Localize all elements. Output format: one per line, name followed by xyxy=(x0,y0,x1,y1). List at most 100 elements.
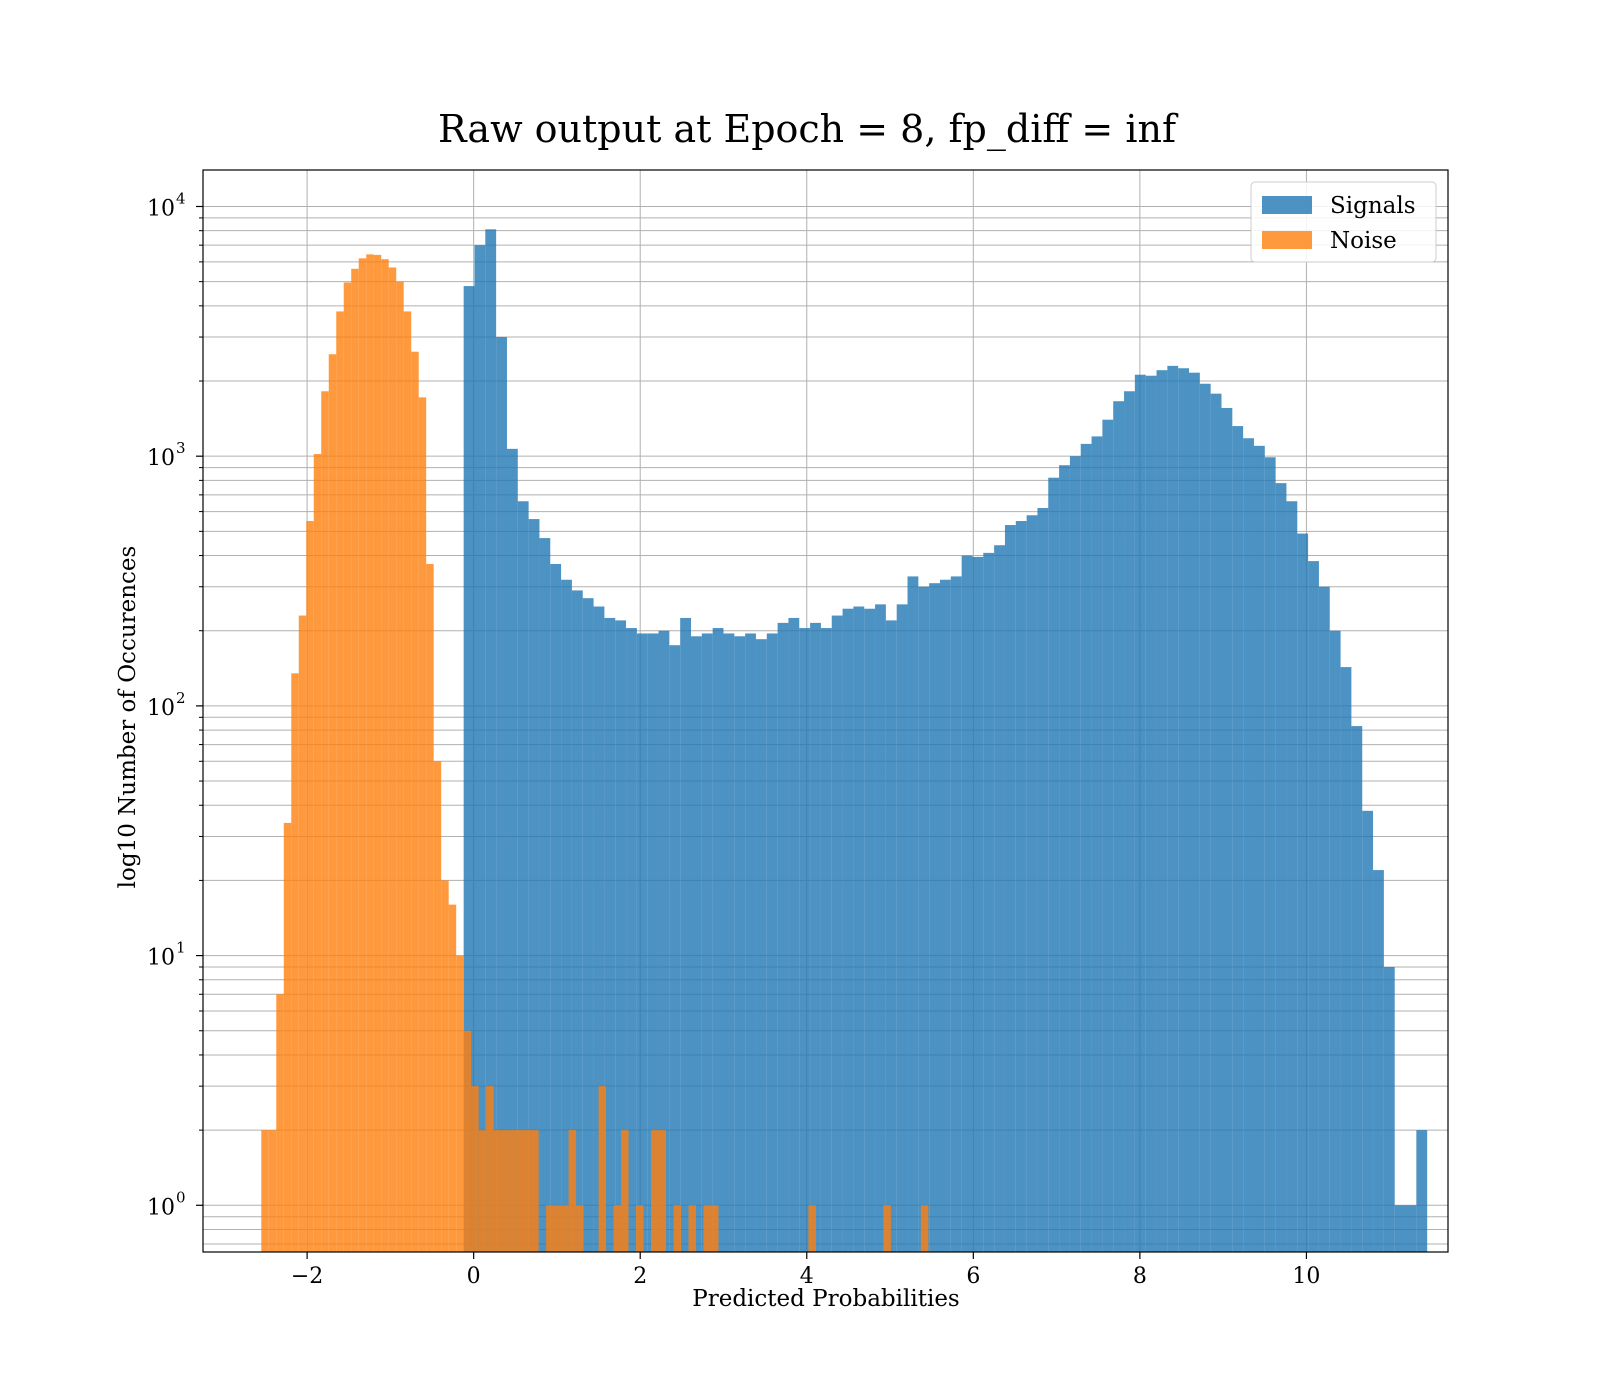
signals-bar xyxy=(1080,443,1092,1253)
y-tick-label: 10 xyxy=(147,196,175,221)
signals-bar xyxy=(788,617,800,1252)
signals-bar xyxy=(669,645,681,1252)
signals-bar xyxy=(691,636,702,1252)
signals-bar xyxy=(1232,426,1244,1253)
signals-bar xyxy=(658,630,670,1252)
signals-bar xyxy=(550,564,562,1252)
signals-bars xyxy=(463,229,1428,1253)
noise-bar xyxy=(523,1130,532,1252)
noise-bar xyxy=(621,1130,629,1252)
signals-bar xyxy=(918,586,930,1252)
noise-bar xyxy=(688,1205,697,1252)
signals-bar xyxy=(1015,521,1027,1252)
noise-bar xyxy=(306,521,314,1252)
noise-bar xyxy=(313,454,322,1252)
noise-bar xyxy=(268,1130,277,1252)
y-tick-exponent: 1 xyxy=(176,939,186,957)
noise-bar xyxy=(808,1205,816,1252)
signals-bar xyxy=(1189,372,1200,1252)
signals-bar xyxy=(1416,1130,1428,1252)
signals-bar xyxy=(777,622,789,1252)
signals-bar xyxy=(940,579,951,1252)
legend-swatch-signals xyxy=(1262,196,1312,214)
noise-bar xyxy=(373,254,382,1252)
noise-bar xyxy=(561,1205,569,1252)
signals-bar xyxy=(734,636,746,1252)
noise-bar xyxy=(366,254,374,1253)
noise-bar xyxy=(351,268,359,1252)
signals-bar xyxy=(701,633,713,1252)
signals-bar xyxy=(582,598,594,1252)
x-tick-label: 6 xyxy=(966,1264,980,1289)
signals-bar xyxy=(1405,1205,1417,1252)
signals-bar xyxy=(1264,457,1276,1252)
signals-bar xyxy=(528,519,540,1252)
noise-bar xyxy=(336,311,344,1252)
signals-bar xyxy=(723,633,735,1252)
noise-bar xyxy=(546,1205,554,1252)
noise-bar xyxy=(658,1130,667,1252)
signals-bar xyxy=(1308,561,1319,1252)
signals-bar xyxy=(615,620,627,1252)
signals-bar xyxy=(1318,586,1330,1252)
chart-title: Raw output at Epoch = 8, fp_diff = inf xyxy=(438,107,1179,152)
signals-bar xyxy=(766,633,778,1252)
noise-bar xyxy=(920,1205,929,1252)
signals-bar xyxy=(1059,465,1070,1252)
legend-label-noise: Noise xyxy=(1330,228,1397,254)
noise-bars xyxy=(261,254,929,1253)
y-tick-label: 10 xyxy=(147,446,175,471)
signals-bar xyxy=(1383,967,1395,1252)
noise-bar xyxy=(261,1130,269,1252)
x-axis-ticks: −2 0 2 4 6 8 10 xyxy=(291,1252,1320,1289)
signals-bar xyxy=(1145,375,1157,1252)
y-tick-exponent: 4 xyxy=(176,189,186,207)
signals-bar xyxy=(1351,726,1363,1252)
noise-bar xyxy=(358,258,367,1253)
signals-bar xyxy=(929,583,941,1252)
signals-bar xyxy=(1113,401,1125,1252)
noise-bar xyxy=(381,259,389,1252)
signals-bar xyxy=(571,590,583,1252)
noise-bar xyxy=(411,351,419,1253)
noise-bar xyxy=(478,1130,487,1252)
signals-bar xyxy=(1004,525,1016,1252)
signals-bar xyxy=(1210,393,1222,1252)
plot-frame xyxy=(202,169,1449,1253)
noise-bar xyxy=(298,615,307,1252)
noise-bar xyxy=(883,1205,891,1252)
signals-bar xyxy=(506,448,518,1252)
signals-bar xyxy=(1091,436,1103,1252)
noise-bar xyxy=(463,1030,472,1252)
noise-bar xyxy=(291,673,299,1252)
signals-bar xyxy=(485,229,497,1253)
legend-swatch-noise xyxy=(1262,231,1312,249)
signals-bar xyxy=(1167,365,1179,1253)
noise-bar xyxy=(418,397,427,1252)
signals-bar xyxy=(1199,383,1211,1252)
signals-bar xyxy=(1297,533,1309,1252)
signals-bar xyxy=(463,286,475,1252)
noise-bar xyxy=(493,1130,502,1252)
noise-bar xyxy=(426,564,434,1252)
noise-bar xyxy=(703,1205,711,1252)
signals-bar xyxy=(496,337,507,1252)
noise-bar xyxy=(531,1130,539,1252)
y-axis-label: log10 Number of Occurences xyxy=(115,546,141,889)
signals-bar xyxy=(1243,438,1254,1253)
signals-bar xyxy=(972,556,984,1252)
noise-bar xyxy=(328,354,337,1253)
signals-bar xyxy=(1329,630,1341,1252)
signals-bar xyxy=(745,633,756,1252)
signals-bar xyxy=(517,501,529,1252)
signals-bar xyxy=(1373,870,1384,1252)
noise-bar xyxy=(598,1086,607,1252)
x-tick-label: 4 xyxy=(800,1264,814,1289)
signals-bar xyxy=(896,604,908,1252)
signals-bar xyxy=(961,555,973,1252)
x-tick-label: 2 xyxy=(633,1264,647,1289)
y-tick-label: 10 xyxy=(147,1195,175,1220)
signals-bar xyxy=(820,628,832,1252)
